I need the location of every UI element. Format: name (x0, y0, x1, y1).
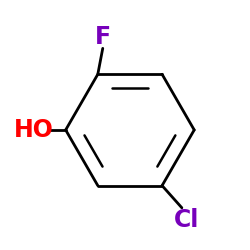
Text: F: F (95, 25, 111, 49)
Text: Cl: Cl (174, 208, 200, 232)
Text: HO: HO (14, 118, 54, 142)
